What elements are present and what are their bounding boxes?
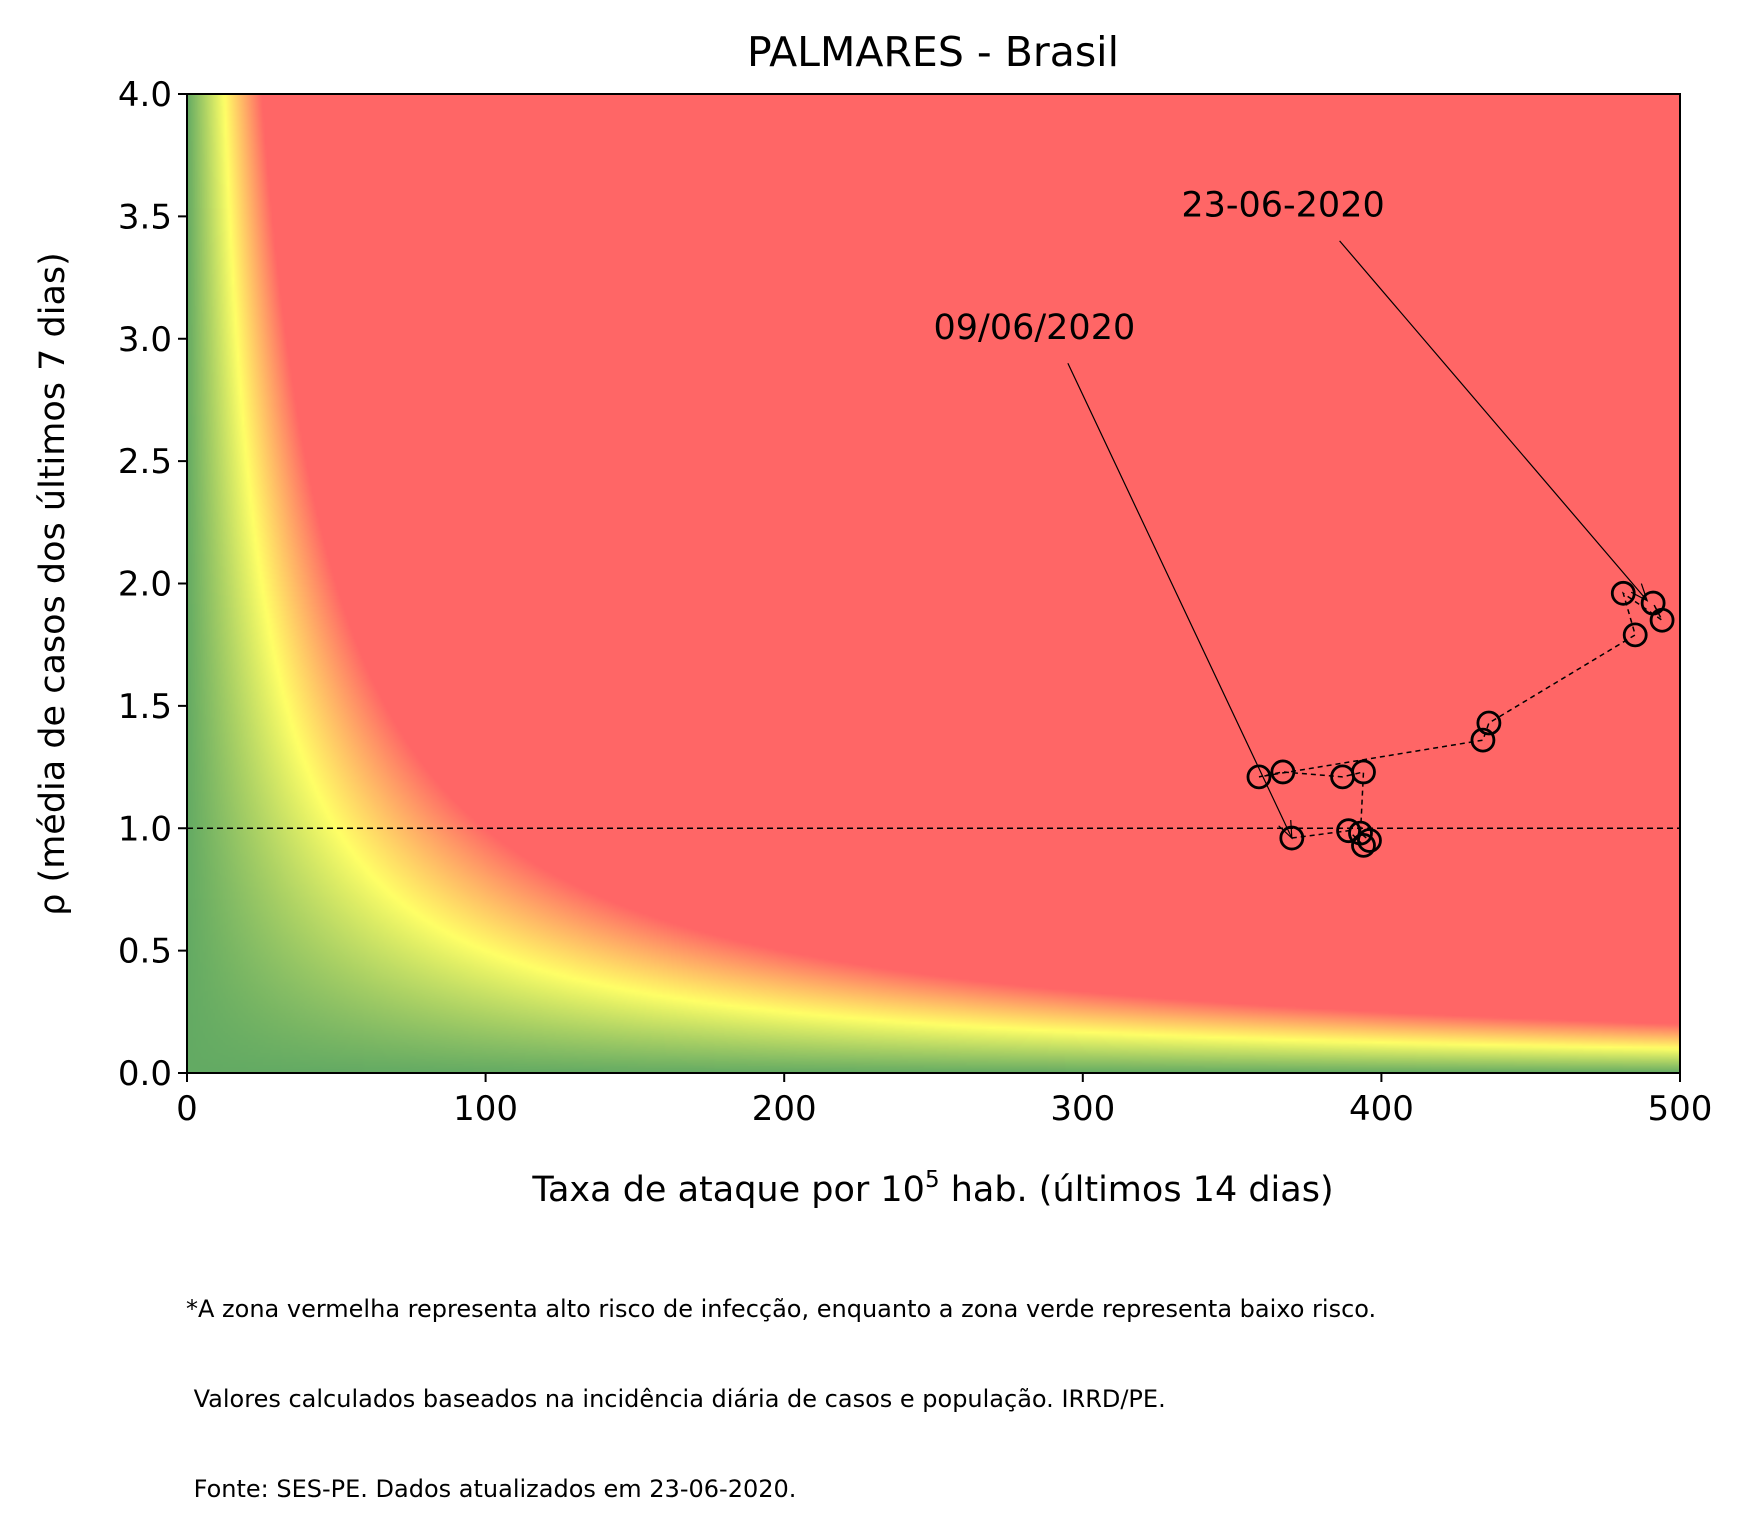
- x-tick-label: 500: [1648, 1089, 1713, 1129]
- annotation-arrow: [1067, 362, 1293, 839]
- y-tick-label: 1.5: [118, 687, 172, 727]
- y-tick-label: 0.0: [118, 1054, 172, 1094]
- y-axis-label: ρ (média de casos dos últimos 7 dias): [33, 252, 73, 916]
- footnote-line-2: Valores calculados baseados na incidênci…: [186, 1385, 1166, 1413]
- data-point: [1348, 820, 1373, 846]
- x-tick-label: 100: [453, 1089, 518, 1129]
- y-tick-label: 3.5: [118, 197, 172, 237]
- y-tick-label: 2.0: [118, 565, 172, 605]
- data-point: [1270, 759, 1296, 785]
- data-point: [1336, 818, 1361, 844]
- data-point: [1246, 764, 1272, 790]
- data-point: [1279, 825, 1305, 851]
- y-tick-label: 2.5: [118, 442, 172, 482]
- footnote: *A zona vermelha representa alto risco d…: [186, 1234, 1376, 1534]
- y-tick-label: 4.0: [118, 75, 172, 115]
- annotation-arrowhead: [1630, 583, 1649, 602]
- annotation-label: 23-06-2020: [1181, 185, 1384, 225]
- data-point: [1351, 832, 1376, 858]
- data-point: [1622, 622, 1648, 648]
- data-point: [1470, 727, 1496, 753]
- data-point: [1640, 590, 1666, 616]
- footnote-line-3: Fonte: SES-PE. Dados atualizados em 23-0…: [186, 1475, 797, 1503]
- y-tick-label: 3.0: [118, 320, 172, 360]
- annotation-label: 09/06/2020: [934, 308, 1136, 348]
- x-tick-label: 200: [752, 1089, 817, 1129]
- footnote-line-1: *A zona vermelha representa alto risco d…: [186, 1295, 1377, 1323]
- y-tick-label: 1.0: [118, 809, 172, 849]
- risk-heatmap: [187, 94, 1680, 1073]
- x-tick-label: 300: [1050, 1089, 1115, 1129]
- annotation-arrowhead: [1278, 820, 1293, 840]
- chart: PALMARES - Brasil 09/06/2020 23-06-2020 0 1…: [33, 28, 1713, 1210]
- x-tick-label: 400: [1349, 1089, 1414, 1129]
- data-point: [1330, 764, 1355, 790]
- annotation-arrow: [1339, 240, 1648, 602]
- data-point: [1476, 710, 1502, 736]
- y-tick-label: 0.5: [118, 932, 172, 972]
- x-tick-label: 0: [176, 1089, 198, 1129]
- chart-title: PALMARES - Brasil: [747, 28, 1119, 76]
- x-axis-label: Taxa de ataque por 105 hab. (últimos 14 …: [531, 1167, 1333, 1210]
